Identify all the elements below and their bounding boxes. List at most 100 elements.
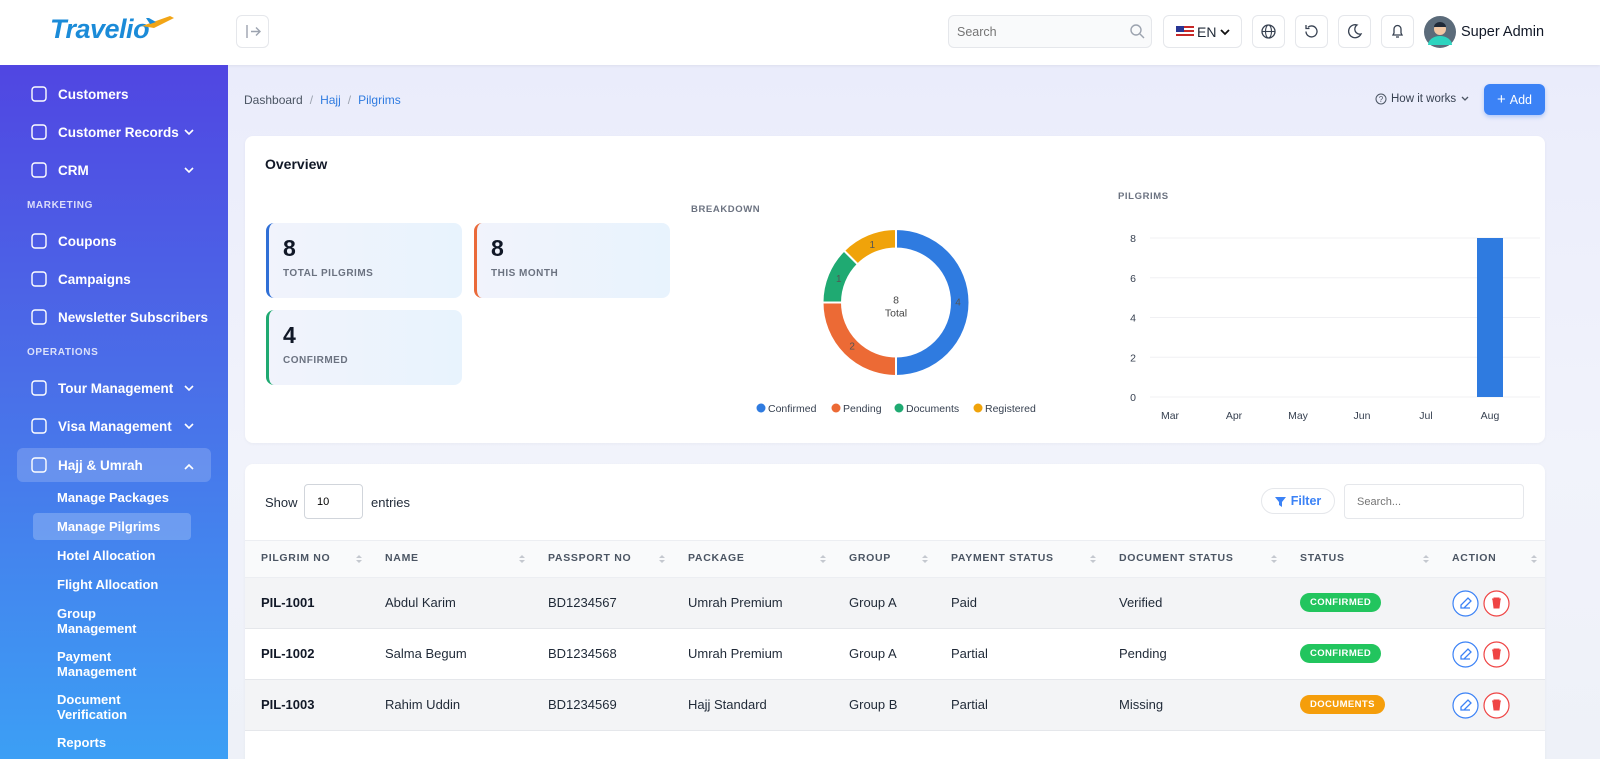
delete-button[interactable]	[1483, 590, 1510, 617]
breadcrumb-item[interactable]: Dashboard	[244, 93, 303, 107]
refresh-button[interactable]	[1295, 15, 1328, 48]
sort-icon	[1423, 555, 1429, 563]
flag-icon	[1176, 26, 1194, 38]
column-header[interactable]: ACTION	[1452, 552, 1497, 564]
table-cell: Paid	[951, 595, 978, 610]
menu-label: Customer Records	[58, 124, 179, 140]
button-outline	[1452, 692, 1479, 719]
language-label: EN	[1197, 24, 1217, 40]
sort-icon	[1531, 555, 1537, 563]
table-header-row	[245, 540, 1545, 578]
status-badge: CONFIRMED	[1300, 593, 1382, 612]
overview-title: Overview	[265, 156, 328, 172]
help-icon: ?	[1375, 93, 1387, 105]
edit-button[interactable]	[1452, 590, 1479, 617]
filter-button[interactable]: Filter	[1261, 488, 1335, 514]
table-row	[245, 731, 1545, 759]
moon-icon	[1348, 24, 1363, 39]
table-cell: Partial	[951, 646, 988, 661]
column-header[interactable]: NAME	[385, 552, 419, 564]
chevron	[1461, 96, 1469, 101]
menu-label: Coupons	[58, 233, 117, 249]
table-cell: Salma Begum	[385, 646, 467, 661]
notification-button[interactable]	[1381, 15, 1414, 48]
sort-arrows	[519, 555, 525, 563]
submenu-item[interactable]: Manage Packages	[0, 483, 228, 512]
submenu-item[interactable]: Manage Pilgrims	[0, 512, 228, 541]
stat-label: THIS MONTH	[491, 268, 559, 279]
menu-label: Newsletter Subscribers	[58, 309, 209, 325]
menu-item[interactable]: Tour Management	[0, 369, 228, 407]
column-header[interactable]: PAYMENT STATUS	[951, 552, 1054, 564]
column-header[interactable]: STATUS	[1300, 552, 1345, 564]
section-title: MARKETING	[27, 200, 93, 211]
sidebar: Customers Customer Records CRM MARKETING Cou…	[0, 65, 228, 759]
submenu-label: Hotel Allocation	[57, 548, 156, 563]
page-size-input[interactable]	[304, 484, 363, 519]
sort-icon	[922, 555, 928, 563]
add-button[interactable]: + Add	[1484, 84, 1545, 115]
chevron-path	[184, 463, 194, 470]
submenu-label: Manage Packages	[57, 490, 170, 505]
submenu-item[interactable]: Payment Management	[0, 642, 228, 685]
chevron	[184, 385, 194, 392]
menu-item[interactable]: Visa Management	[0, 407, 228, 445]
menu-item[interactable]: CRM	[0, 151, 228, 189]
column-header[interactable]: PACKAGE	[688, 552, 745, 564]
collapse-button[interactable]	[236, 15, 269, 48]
stat-value: 4	[283, 322, 296, 348]
theme-button[interactable]	[1338, 15, 1371, 48]
column-header[interactable]: PASSPORT NO	[548, 552, 632, 564]
column-header[interactable]: DOCUMENT STATUS	[1119, 552, 1234, 564]
menu-item[interactable]: Campaigns	[0, 260, 228, 298]
language-select[interactable]: EN	[1163, 15, 1242, 48]
menu-item[interactable]: Customers	[0, 75, 228, 113]
menu-item[interactable]: Customer Records	[0, 113, 228, 151]
section-title: OPERATIONS	[27, 347, 99, 358]
edit-button[interactable]	[1452, 692, 1479, 719]
submenu-item[interactable]: Reports	[0, 728, 228, 757]
entries-label: entries	[371, 495, 411, 510]
button-outline	[1452, 641, 1479, 668]
menu-item[interactable]: Newsletter Subscribers	[0, 298, 228, 336]
table-search-input[interactable]	[1344, 484, 1524, 519]
logo-plane	[142, 16, 174, 28]
submenu-label: Reports	[57, 735, 107, 750]
delete-button[interactable]	[1483, 641, 1510, 668]
breadcrumb-item[interactable]: Hajj	[320, 93, 341, 107]
globe-icon	[1261, 24, 1276, 39]
submenu-item[interactable]: Hotel Allocation	[0, 541, 228, 570]
chevron	[184, 423, 194, 430]
table-cell: Verified	[1119, 595, 1163, 610]
icon-shape	[31, 418, 47, 434]
menu-label: Customers	[58, 86, 129, 102]
menu-item[interactable]: Coupons	[0, 222, 228, 260]
avatar[interactable]	[1423, 15, 1457, 49]
sort-arrows	[356, 555, 362, 563]
delete-button[interactable]	[1483, 692, 1510, 719]
menu-label: Visa Management	[58, 418, 172, 434]
help-link[interactable]: ? How it works	[1375, 93, 1470, 105]
search-input[interactable]	[948, 15, 1152, 48]
globe-button[interactable]	[1252, 15, 1285, 48]
edit-button[interactable]	[1452, 641, 1479, 668]
menu-label: Tour Management	[58, 380, 174, 396]
table-cell: Umrah Premium	[688, 646, 783, 661]
chevron	[184, 167, 194, 174]
chevron	[184, 463, 194, 470]
chevron-path	[184, 129, 194, 136]
column-header[interactable]: GROUP	[849, 552, 892, 564]
stat-value: 8	[491, 235, 504, 261]
table-cell: Rahim Uddin	[385, 697, 461, 712]
submenu-item[interactable]: Group Management	[0, 599, 228, 642]
overview-card: Overview 8 TOTAL PILGRIMS 8 THIS MONTH 4 CONF…	[245, 136, 1545, 443]
user-name[interactable]: Super Admin	[1461, 24, 1545, 40]
submenu-item[interactable]: Flight Allocation	[0, 570, 228, 599]
menu-item[interactable]: Hajj & Umrah	[17, 448, 211, 482]
button-icon	[1492, 699, 1501, 711]
column-header[interactable]: PILGRIM NO	[261, 552, 331, 564]
submenu-label: Manage Pilgrims	[57, 519, 161, 534]
brand-logo[interactable]: Travelio	[50, 14, 150, 44]
submenu-item[interactable]: Document Verification	[0, 685, 228, 728]
